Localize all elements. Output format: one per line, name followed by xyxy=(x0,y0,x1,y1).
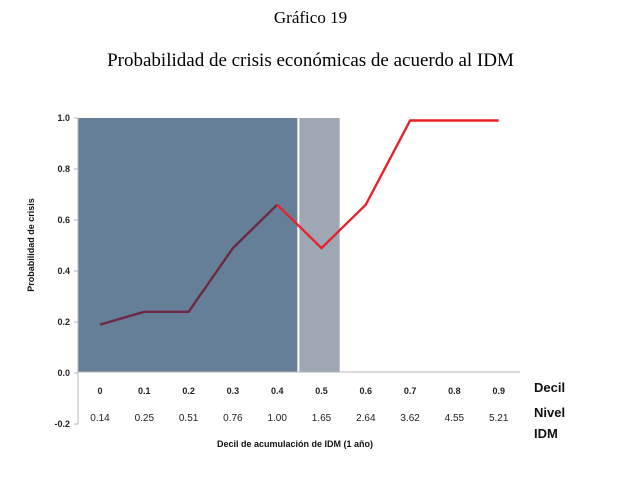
y-axis-label: Probabilidad de crisis xyxy=(26,198,36,292)
idm-level-label: 5.21 xyxy=(489,413,509,424)
idm-level-label: 1.65 xyxy=(312,413,332,424)
x-tick-label: 0.1 xyxy=(138,386,151,396)
idm-level-label: 0.76 xyxy=(223,413,243,424)
row-label-decil: Decil xyxy=(534,380,565,395)
row-label-idm: IDM xyxy=(534,426,558,441)
figure-number: Gráfico 19 xyxy=(273,8,348,27)
y-tick-label: 1.0 xyxy=(57,113,70,123)
series-segment-shaded xyxy=(99,203,279,326)
y-tick-label: -0.2 xyxy=(54,419,70,429)
series-line xyxy=(99,119,499,326)
idm-level-label: 0.51 xyxy=(179,413,199,424)
x-tick-label: 0.8 xyxy=(448,386,461,396)
x-tick-label: 0.4 xyxy=(271,386,284,396)
chart-title: Probabilidad de crisis económicas de acu… xyxy=(107,50,514,71)
x-axis-label: Decil de acumulación de IDM (1 año) xyxy=(217,439,373,449)
x-tick-label: 0.3 xyxy=(227,386,240,396)
x-tick-label: 0.6 xyxy=(360,386,373,396)
x-tick-labels: 0 0.1 0.2 0.3 0.4 0.5 0.6 0.7 0.8 0.9 xyxy=(97,386,504,396)
y-ticks: -0.2 0.0 0.2 0.4 0.6 0.8 1.0 xyxy=(54,113,78,429)
idm-level-label: 3.62 xyxy=(400,413,420,424)
x-tick-label: 0.2 xyxy=(182,386,195,396)
row-label-nivel: Nivel xyxy=(534,405,565,420)
y-tick-label: 0.2 xyxy=(57,317,70,327)
y-tick-label: 0.4 xyxy=(57,266,70,276)
y-tick-label: 0.0 xyxy=(57,368,70,378)
idm-level-label: 2.64 xyxy=(356,413,376,424)
idm-level-label: 0.25 xyxy=(135,413,155,424)
y-tick-label: 0.6 xyxy=(57,215,70,225)
idm-level-label: 4.55 xyxy=(445,413,465,424)
x-tick-label: 0.7 xyxy=(404,386,417,396)
x-tick-label: 0.5 xyxy=(315,386,328,396)
shaded-region-0 xyxy=(78,118,298,372)
x-tick-label: 0.9 xyxy=(492,386,505,396)
y-tick-label: 0.8 xyxy=(57,164,70,174)
shaded-regions xyxy=(78,118,340,372)
idm-level-labels: 0.14 0.25 0.51 0.76 1.00 1.65 2.64 3.62 4.55 5.21 xyxy=(90,413,509,424)
series-segment-unshaded xyxy=(276,119,499,250)
idm-level-label: 0.14 xyxy=(90,413,110,424)
idm-level-label: 1.00 xyxy=(267,413,287,424)
x-tick-label: 0 xyxy=(97,386,102,396)
